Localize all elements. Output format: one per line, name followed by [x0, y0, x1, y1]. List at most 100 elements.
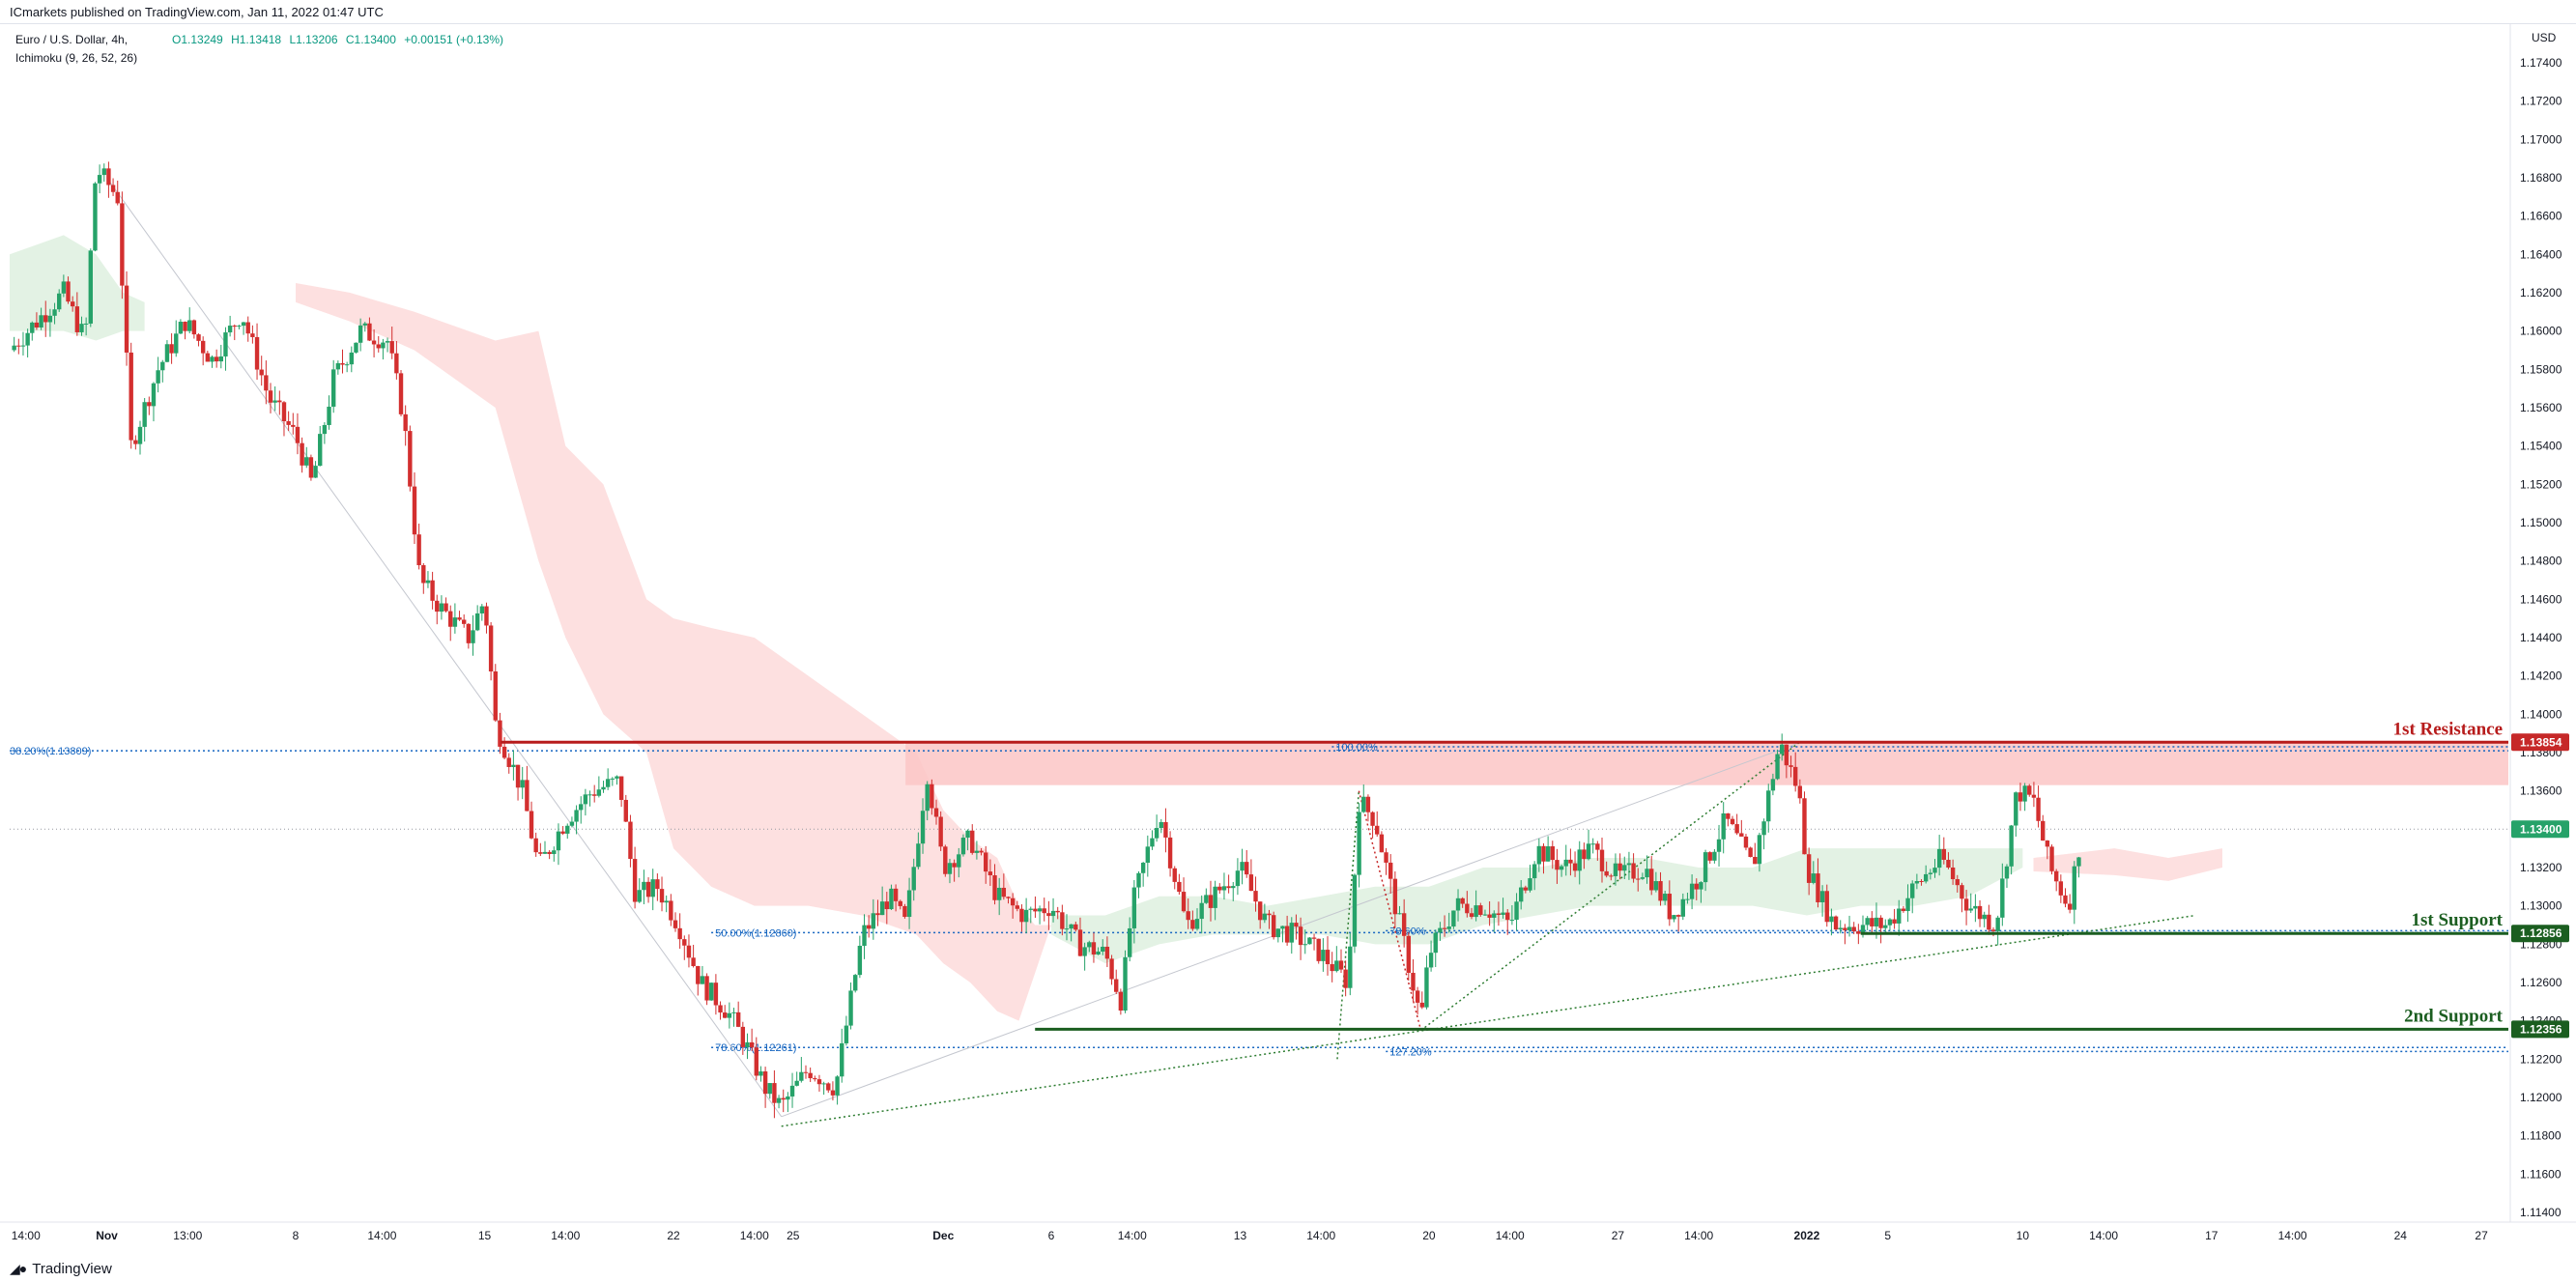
candle-body: [57, 293, 62, 310]
y-tick-label: 1.11400: [2520, 1206, 2562, 1219]
candle-body: [799, 1071, 804, 1081]
candle-body: [2045, 840, 2050, 847]
candle-body: [1572, 863, 1578, 871]
y-tick-label: 1.13000: [2520, 899, 2562, 913]
tradingview-brand[interactable]: ◢● TradingView: [10, 1261, 112, 1277]
candle-body: [430, 580, 435, 601]
indicator-label[interactable]: Ichimoku (9, 26, 52, 26): [15, 51, 138, 65]
candle-body: [371, 340, 377, 345]
candle-body: [1127, 927, 1132, 957]
candle-body: [525, 780, 530, 812]
candle-body: [1559, 866, 1564, 870]
candle-body: [916, 843, 921, 868]
candle-body: [164, 344, 170, 362]
candle-body: [1114, 979, 1119, 992]
candle-body: [1302, 944, 1307, 946]
candle-body: [848, 990, 853, 1026]
x-tick-label: Nov: [96, 1229, 118, 1242]
candle-body: [1469, 913, 1474, 918]
candle-body: [1968, 908, 1973, 911]
candle-body: [1199, 902, 1204, 920]
candle-body: [466, 623, 472, 643]
publisher-label: ICmarkets published on TradingView.com, …: [10, 5, 384, 19]
candle-body: [1897, 908, 1902, 924]
candle-body: [871, 913, 876, 929]
candle-body: [2058, 881, 2064, 896]
x-tick-label: 8: [293, 1229, 300, 1242]
candle-body: [1159, 821, 1163, 829]
candle-body: [579, 804, 584, 811]
candle-body: [1932, 868, 1937, 873]
candle-body: [97, 175, 102, 184]
candle-body: [1411, 972, 1416, 991]
x-tick-label: 14:00: [1306, 1229, 1335, 1242]
price-chart[interactable]: 38.20%(1.13809)50.00%(1.12860)78.60%(1.1…: [0, 24, 2576, 1254]
candle-body: [237, 326, 242, 328]
candle-body: [2072, 866, 2077, 910]
candle-body: [1401, 913, 1407, 936]
candle-body: [879, 901, 885, 916]
candle-body: [515, 764, 521, 788]
candle-body: [1982, 914, 1987, 920]
candle-body: [1531, 864, 1537, 879]
candle-body: [448, 611, 453, 627]
candle-body: [43, 315, 48, 323]
candle-body: [506, 757, 511, 767]
candle-body: [700, 976, 705, 984]
candle-body: [83, 323, 89, 325]
price-label-box: [2511, 925, 2569, 943]
candle-body: [367, 323, 372, 341]
ichimoku-cloud-bearish-future: [2033, 848, 2222, 881]
y-tick-label: 1.15600: [2520, 401, 2562, 414]
candle-body: [830, 1090, 836, 1096]
candle-body: [1451, 910, 1456, 927]
candle-body: [1064, 928, 1070, 930]
candle-body: [178, 322, 184, 334]
candle-body: [1950, 867, 1956, 880]
candle-body: [1348, 946, 1353, 988]
candle-body: [1442, 927, 1447, 929]
candle-body: [1231, 886, 1236, 889]
candle-body: [1101, 946, 1105, 952]
candle-body: [745, 1041, 750, 1047]
candle-body: [444, 603, 448, 612]
candle-body: [1482, 914, 1488, 916]
y-tick-label: 1.15200: [2520, 477, 2562, 491]
candle-body: [1289, 923, 1294, 943]
candle-body: [556, 831, 561, 851]
y-tick-label: 1.14800: [2520, 555, 2562, 568]
y-tick-label: 1.17000: [2520, 132, 2562, 146]
candle-body: [2031, 794, 2037, 798]
candle-body: [1055, 910, 1060, 913]
candle-body: [533, 838, 538, 853]
x-tick-label: 10: [2017, 1229, 2030, 1242]
candle-body: [1415, 990, 1420, 1003]
candle-body: [862, 925, 867, 947]
candle-body: [1730, 818, 1735, 825]
candle-body: [628, 821, 633, 860]
candle-body: [1496, 913, 1502, 915]
candle-body: [286, 421, 291, 425]
candle-body: [704, 976, 709, 1001]
candle-body: [1321, 950, 1326, 961]
candle-body: [1330, 964, 1334, 972]
candle-body: [723, 1012, 728, 1018]
candle-body: [1109, 958, 1114, 980]
candle-body: [826, 1083, 831, 1091]
candle-body: [776, 1097, 782, 1103]
symbol-title[interactable]: Euro / U.S. Dollar, 4h,: [15, 33, 129, 46]
candle-body: [1792, 766, 1798, 786]
candle-body: [1267, 913, 1272, 916]
candle-body: [1419, 1002, 1424, 1008]
candle-body: [840, 1042, 844, 1077]
candle-body: [264, 375, 269, 391]
candle-body: [1257, 901, 1263, 921]
candle-body: [300, 442, 304, 466]
candle-body: [232, 326, 237, 328]
candle-body: [1204, 895, 1209, 903]
candle-body: [461, 619, 467, 624]
candle-body: [327, 406, 331, 425]
candle-body: [605, 779, 611, 787]
candle-body: [1784, 744, 1789, 766]
candle-body: [241, 322, 246, 327]
